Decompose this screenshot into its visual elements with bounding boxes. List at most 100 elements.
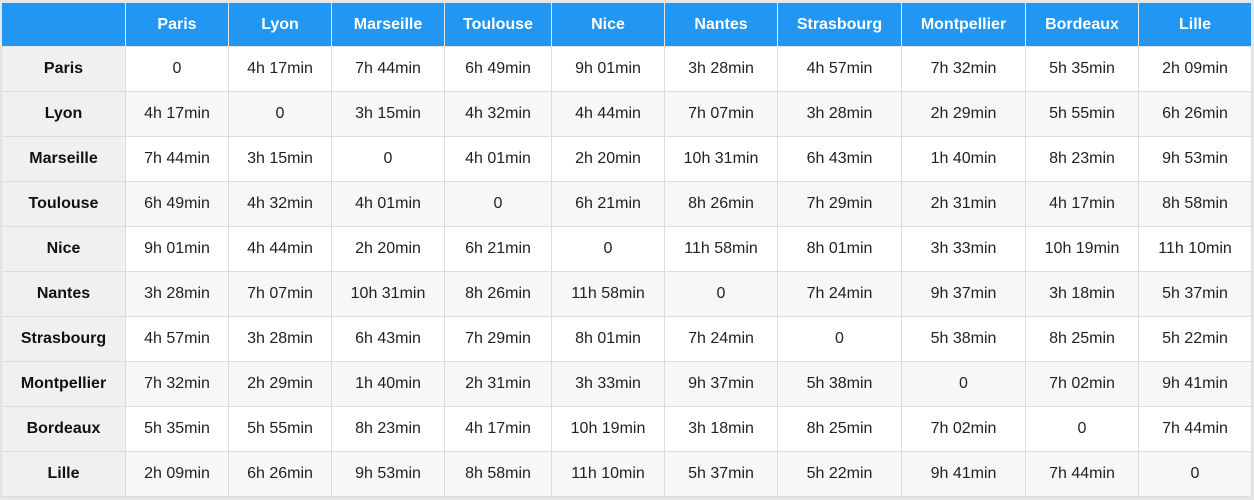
table-cell: 3h 33min [901,226,1026,272]
column-header: Toulouse [444,2,552,47]
table-cell: 5h 38min [901,316,1026,362]
table-cell: 8h 26min [444,271,552,317]
table-cell: 0 [444,181,552,227]
table-cell: 0 [1025,406,1139,452]
table-cell: 7h 32min [125,361,229,407]
table-cell: 0 [901,361,1026,407]
table-cell: 4h 17min [1025,181,1139,227]
column-header: Nice [551,2,665,47]
table-cell: 10h 19min [1025,226,1139,272]
table-cell: 7h 07min [228,271,332,317]
table-cell: 6h 43min [331,316,445,362]
table-cell: 7h 07min [664,91,778,137]
table-cell: 7h 24min [777,271,902,317]
table-cell: 4h 17min [125,91,229,137]
table-cell: 8h 58min [444,451,552,497]
column-header: Lyon [228,2,332,47]
table-body: Paris 0 4h 17min 7h 44min 6h 49min 9h 01… [1,46,1252,497]
table-cell: 2h 29min [901,91,1026,137]
table-cell: 7h 02min [901,406,1026,452]
table-cell: 5h 55min [228,406,332,452]
table-cell: 7h 44min [1138,406,1252,452]
table-cell: 11h 58min [551,271,665,317]
table-cell: 9h 37min [901,271,1026,317]
row-header: Lille [1,451,126,497]
table-cell: 0 [777,316,902,362]
table-cell: 9h 01min [551,46,665,92]
table-cell: 9h 53min [1138,136,1252,182]
row-header: Paris [1,46,126,92]
table-cell: 8h 23min [331,406,445,452]
row-header: Toulouse [1,181,126,227]
table-row: Paris 0 4h 17min 7h 44min 6h 49min 9h 01… [1,46,1252,92]
table-cell: 2h 09min [1138,46,1252,92]
table-cell: 2h 20min [331,226,445,272]
table-row: Nantes 3h 28min 7h 07min 10h 31min 8h 26… [1,271,1252,317]
table-cell: 6h 49min [125,181,229,227]
table-cell: 0 [664,271,778,317]
table-cell: 8h 01min [777,226,902,272]
table-cell: 5h 55min [1025,91,1139,137]
table-cell: 7h 44min [1025,451,1139,497]
table-cell: 8h 25min [777,406,902,452]
table-cell: 3h 18min [664,406,778,452]
column-header: Bordeaux [1025,2,1139,47]
table-cell: 8h 58min [1138,181,1252,227]
table-cell: 2h 31min [444,361,552,407]
table-cell: 8h 26min [664,181,778,227]
table-cell: 11h 58min [664,226,778,272]
table-cell: 3h 28min [125,271,229,317]
table-cell: 0 [125,46,229,92]
table-cell: 6h 21min [444,226,552,272]
column-header: Nantes [664,2,778,47]
table-cell: 6h 43min [777,136,902,182]
table-cell: 3h 28min [664,46,778,92]
table-cell: 5h 22min [1138,316,1252,362]
column-header: Marseille [331,2,445,47]
table-cell: 2h 29min [228,361,332,407]
table-cell: 5h 22min [777,451,902,497]
column-header: Strasbourg [777,2,902,47]
table-cell: 5h 35min [125,406,229,452]
table-cell: 4h 01min [444,136,552,182]
table-cell: 4h 44min [551,91,665,137]
table-cell: 5h 35min [1025,46,1139,92]
row-header: Bordeaux [1,406,126,452]
table-cell: 9h 37min [664,361,778,407]
table-cell: 7h 29min [777,181,902,227]
table-cell: 7h 02min [1025,361,1139,407]
table-row: Lille 2h 09min 6h 26min 9h 53min 8h 58mi… [1,451,1252,497]
table-cell: 11h 10min [551,451,665,497]
table-cell: 7h 44min [331,46,445,92]
table-row: Nice 9h 01min 4h 44min 2h 20min 6h 21min… [1,226,1252,272]
table-cell: 4h 17min [444,406,552,452]
table-cell: 1h 40min [901,136,1026,182]
table-cell: 6h 26min [1138,91,1252,137]
table-cell: 5h 37min [664,451,778,497]
table-cell: 9h 41min [901,451,1026,497]
table-cell: 10h 31min [664,136,778,182]
table-cell: 5h 38min [777,361,902,407]
table-cell: 0 [228,91,332,137]
row-header: Marseille [1,136,126,182]
table-row: Marseille 7h 44min 3h 15min 0 4h 01min 2… [1,136,1252,182]
table-cell: 6h 21min [551,181,665,227]
table-cell: 4h 57min [777,46,902,92]
table-cell: 4h 01min [331,181,445,227]
corner-cell [1,2,126,47]
table-cell: 8h 23min [1025,136,1139,182]
table-cell: 4h 32min [444,91,552,137]
table-cell: 9h 01min [125,226,229,272]
table-row: Lyon 4h 17min 0 3h 15min 4h 32min 4h 44m… [1,91,1252,137]
table-row: Strasbourg 4h 57min 3h 28min 6h 43min 7h… [1,316,1252,362]
table-row: Montpellier 7h 32min 2h 29min 1h 40min 2… [1,361,1252,407]
table-cell: 3h 15min [228,136,332,182]
table-row: Bordeaux 5h 35min 5h 55min 8h 23min 4h 1… [1,406,1252,452]
table-cell: 3h 28min [777,91,902,137]
table-cell: 4h 44min [228,226,332,272]
table-cell: 11h 10min [1138,226,1252,272]
table-cell: 9h 41min [1138,361,1252,407]
header-row: Paris Lyon Marseille Toulouse Nice Nante… [1,2,1252,47]
